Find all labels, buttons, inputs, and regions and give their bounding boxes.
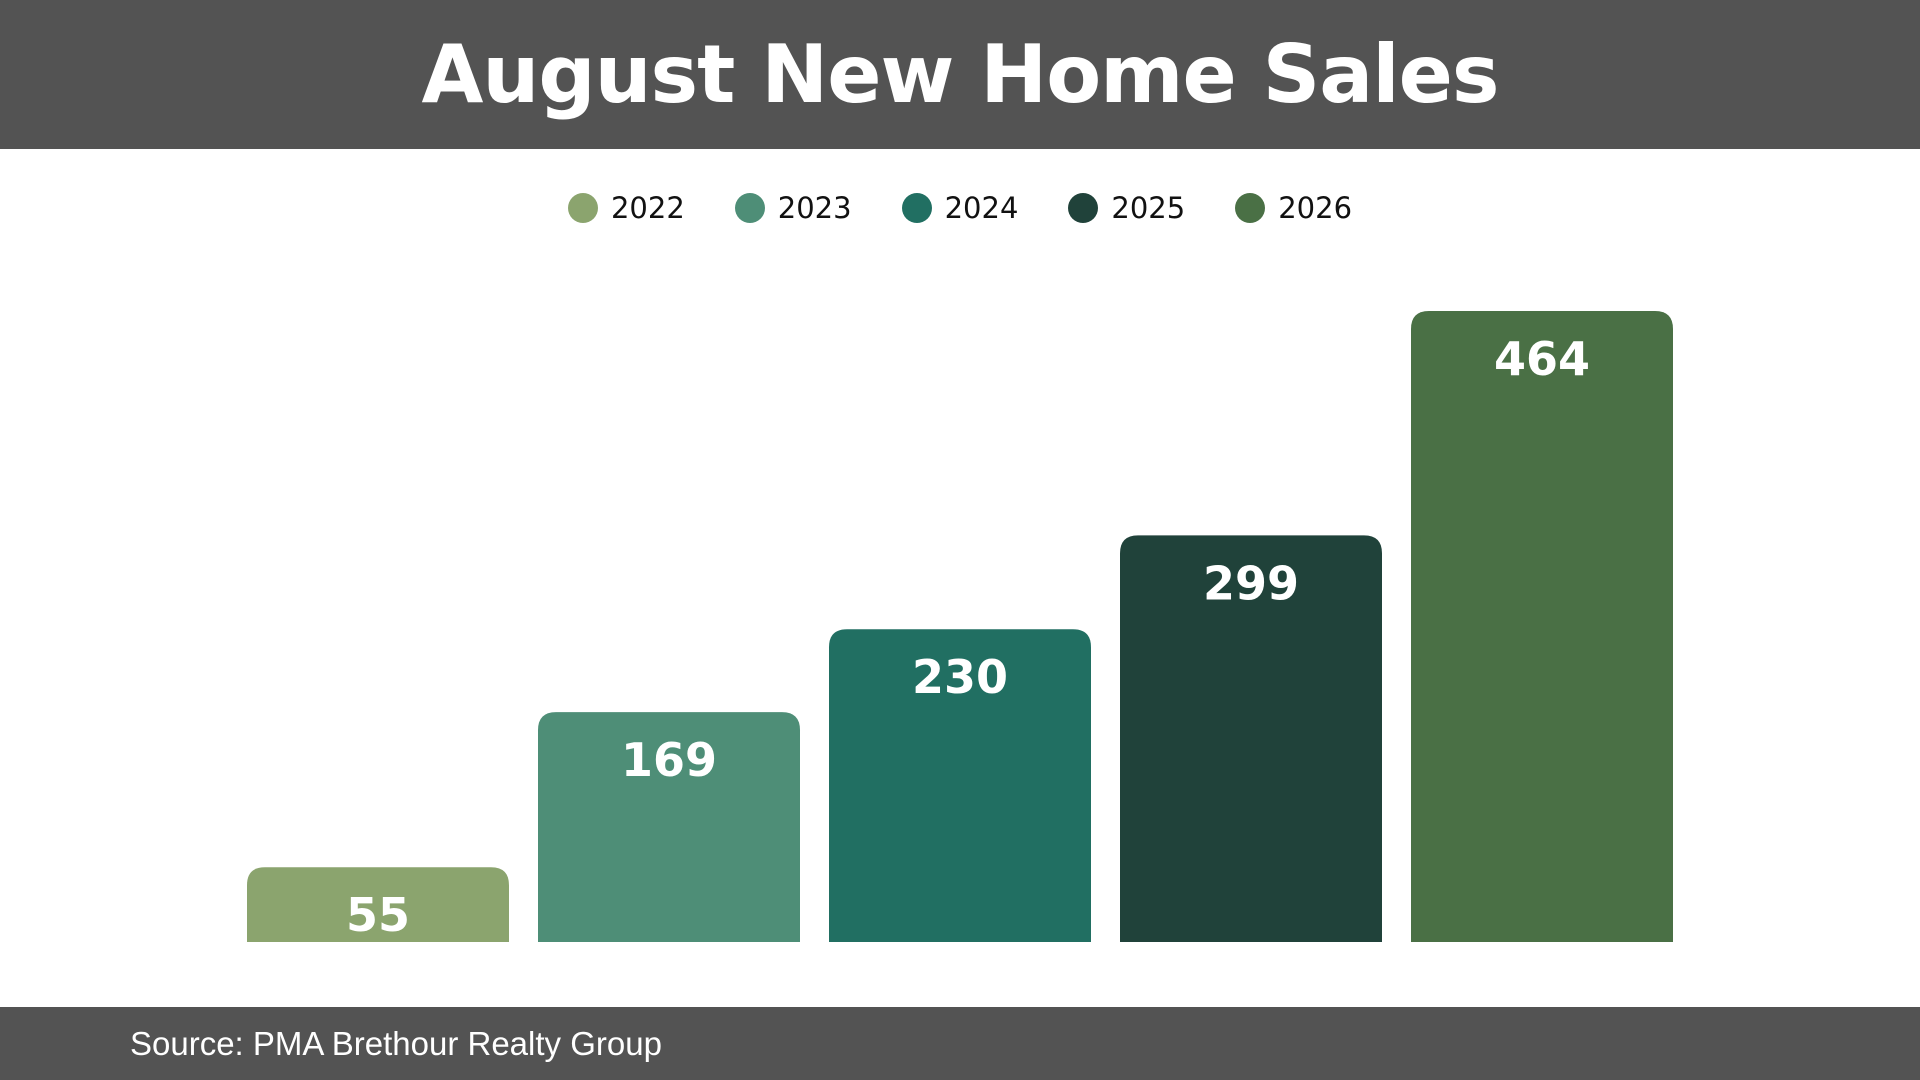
legend-label: 2023 [777, 191, 852, 225]
bar-value-label: 230 [912, 650, 1008, 704]
title-bar: August New Home Sales [0, 0, 1920, 149]
legend-item-2025: 2025 [1068, 191, 1185, 225]
bar-value-label: 299 [1203, 556, 1299, 610]
legend-item-2026: 2026 [1235, 191, 1352, 225]
legend-label: 2025 [1111, 191, 1186, 225]
legend-swatch [901, 193, 932, 223]
bar-value-label: 55 [346, 888, 410, 942]
bar-2022 [247, 867, 509, 942]
bar-2025 [1120, 535, 1382, 942]
legend-label: 2022 [610, 191, 685, 225]
legend-swatch [567, 193, 598, 223]
legend-swatch [1068, 193, 1099, 223]
legend-label: 2026 [1278, 191, 1353, 225]
bar-value-label: 169 [621, 733, 717, 787]
legend-swatch [1235, 193, 1266, 223]
chart-title: August New Home Sales [421, 27, 1499, 121]
legend-item-2024: 2024 [901, 191, 1019, 225]
bar-2026 [1411, 311, 1673, 942]
bar-value-label: 464 [1494, 332, 1590, 386]
legend-label: 2024 [944, 191, 1019, 225]
legend-item-2022: 2022 [567, 191, 685, 225]
bar-2023 [538, 712, 800, 942]
legend-swatch [734, 193, 765, 223]
bar-2024 [829, 629, 1091, 942]
source-note: Source: PMA Brethour Realty Group [130, 1024, 662, 1062]
chart-legend: 2022 2023 2024 2025 2026 [0, 184, 1920, 232]
legend-item-2023: 2023 [734, 191, 852, 225]
footer-bar: Source: PMA Brethour Realty Group [0, 1007, 1920, 1080]
